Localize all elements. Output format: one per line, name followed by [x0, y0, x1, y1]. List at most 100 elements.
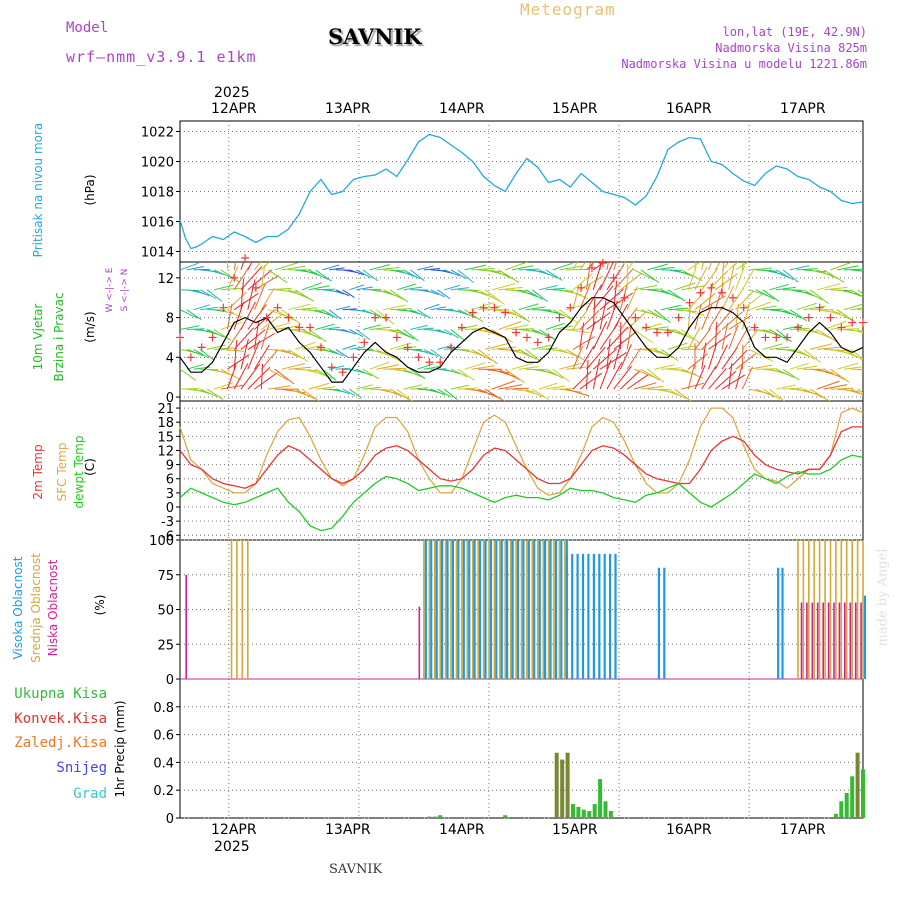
wind-barbs [180, 262, 863, 401]
wind-arrow [200, 289, 217, 299]
wind-arrow [295, 307, 317, 311]
wind-arrow [647, 263, 668, 271]
gust-marker [392, 333, 401, 342]
wind-arrow [220, 321, 243, 330]
gust-marker [577, 283, 586, 292]
gust-marker [360, 338, 369, 347]
coords-label: lon,lat (19E, 42.9N) [722, 25, 868, 39]
wind-arrow [362, 309, 381, 318]
wind-arrow [322, 264, 340, 271]
wind-arrow [396, 388, 413, 401]
wind-arrow [843, 268, 863, 271]
gust-marker [468, 308, 477, 317]
wind-arrow [572, 345, 584, 370]
wind-arrow [660, 304, 682, 311]
wind-arrow [552, 368, 570, 382]
wind-arrow [430, 306, 447, 311]
wind-arrow [233, 340, 238, 370]
wind-arrow [789, 309, 807, 322]
wind-arrow [782, 309, 802, 319]
wind-arrow [240, 363, 261, 390]
y-tick-label: 1018 [141, 186, 174, 201]
wind-arrow [728, 362, 733, 390]
footer-station: SAVNIK [329, 862, 383, 877]
temp2m-line [179, 426, 863, 489]
wind-arrow [322, 309, 338, 319]
wind-arrow [796, 289, 817, 298]
gust-marker [663, 328, 672, 337]
wind-arrow [430, 388, 446, 396]
wind-arrow [735, 265, 746, 290]
wind-arrow [545, 368, 564, 379]
y-tick-label: 15 [157, 430, 174, 445]
wind-arrow [410, 368, 426, 380]
wind-arrow [308, 329, 327, 343]
wind-arrow [816, 380, 840, 390]
wind-arrow [708, 367, 727, 390]
wind-speed-line [179, 297, 864, 383]
y-tick-label: 25 [157, 638, 174, 653]
wind-arrow [349, 346, 365, 350]
wind-arrow [674, 388, 692, 401]
wind-arrow [592, 298, 596, 330]
y-tick-label: 1016 [141, 216, 174, 231]
wind-arrow [247, 366, 271, 390]
wind-arrow [288, 289, 310, 300]
wind-arrow [776, 286, 796, 291]
wind-arrow [599, 359, 612, 390]
wind-arrow [233, 363, 249, 390]
gust-marker [186, 353, 195, 362]
precip-bar [844, 793, 849, 818]
wind-arrow [477, 348, 498, 365]
wind-arrow [329, 267, 345, 271]
wind-arrow [633, 382, 657, 390]
wind-arrow [538, 329, 556, 341]
wind-arrow [511, 348, 533, 358]
wind-arrow [180, 309, 198, 319]
wind-arrow [566, 268, 591, 271]
wind-arrow [464, 264, 487, 271]
wind-arrow [741, 305, 750, 330]
wind-arrow [220, 348, 244, 352]
wind-arrow [484, 289, 505, 305]
precip-bar [598, 779, 603, 818]
wind-arrow [200, 306, 219, 311]
wind-arrow [572, 336, 595, 350]
wind-arrow [843, 303, 863, 311]
wind-arrow [444, 269, 460, 277]
wind-arrow [403, 384, 422, 390]
wind-arrow [450, 287, 469, 291]
wind-arrow [240, 329, 266, 350]
wind-arrow [701, 330, 722, 350]
wind-arrow [850, 329, 863, 334]
wind-arrow [714, 308, 734, 330]
wind-arrow [789, 327, 810, 330]
wind-arrow [667, 388, 687, 400]
gust-marker [707, 283, 716, 292]
wind-arrow [626, 311, 646, 330]
wind-arrow [728, 287, 745, 310]
bottom-day-label: 12APR [211, 822, 257, 838]
gust-marker [653, 328, 662, 337]
wind-arrow [633, 285, 657, 291]
wind-arrow [714, 344, 728, 370]
wind-arrow [260, 287, 275, 310]
wind-arrow [782, 324, 803, 330]
wind-arrow [776, 368, 795, 378]
wind-arrow [796, 365, 818, 370]
wind-arrow [531, 289, 548, 302]
panel-1: 0 4 8 12 [157, 261, 864, 406]
wind-arrow [389, 388, 410, 401]
product-title: Meteogram [520, 0, 616, 19]
wind-arrow [843, 348, 863, 361]
model-label: Model [66, 20, 109, 36]
wind-arrow [681, 329, 701, 344]
wind-arrow [389, 308, 412, 311]
wind-arrow [796, 302, 817, 311]
wind-arrow [247, 304, 267, 330]
wind-arrow [240, 262, 245, 271]
wind-arrow [396, 283, 416, 291]
wind-arrow [566, 329, 590, 334]
wind-arrow [809, 388, 830, 401]
